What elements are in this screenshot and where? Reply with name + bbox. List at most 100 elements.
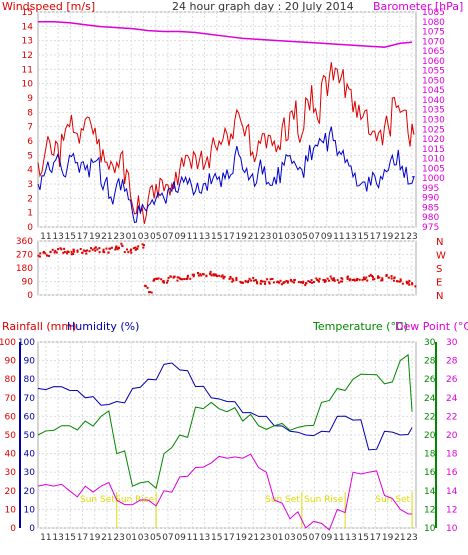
scatter-point bbox=[163, 282, 165, 284]
scatter-point bbox=[346, 276, 348, 278]
tick-x: 17 bbox=[77, 533, 88, 543]
tick-right: 1035 bbox=[422, 106, 445, 116]
scatter-point bbox=[151, 292, 153, 294]
scatter-point bbox=[381, 277, 383, 279]
scatter-point bbox=[338, 282, 340, 284]
scatter-point bbox=[235, 279, 237, 281]
scatter-point bbox=[232, 278, 234, 280]
tick-x: 07 bbox=[309, 533, 320, 543]
scatter-point bbox=[71, 251, 73, 253]
title-barometer: Barometer [hPa] bbox=[373, 0, 463, 13]
tick-temp: 24 bbox=[424, 394, 436, 404]
tick-left: 1 bbox=[27, 209, 33, 219]
scatter-point bbox=[76, 249, 78, 251]
scatter-point bbox=[42, 252, 44, 254]
scatter-point bbox=[282, 282, 284, 284]
tick-right: 1040 bbox=[422, 96, 445, 106]
scatter-point bbox=[245, 281, 247, 283]
scatter-point bbox=[107, 252, 109, 254]
tick-x: 19 bbox=[235, 533, 247, 543]
chart-title: 24 hour graph day : 20 July 2014 bbox=[172, 0, 354, 13]
scatter-point bbox=[356, 278, 358, 280]
scatter-point bbox=[134, 247, 136, 249]
scatter-point bbox=[293, 281, 295, 283]
tick-rain: 40 bbox=[5, 450, 17, 460]
scatter-point bbox=[103, 249, 105, 251]
scatter-point bbox=[89, 250, 91, 252]
scatter-point bbox=[197, 272, 199, 274]
scatter-point bbox=[117, 248, 119, 250]
title-windspeed: Windspeed [m/s] bbox=[2, 0, 95, 13]
scatter-point bbox=[388, 277, 390, 279]
scatter-point bbox=[127, 251, 129, 253]
scatter-point bbox=[114, 249, 116, 251]
tick-right: 990 bbox=[422, 194, 439, 204]
tick-dew: 28 bbox=[446, 357, 458, 367]
scatter-point bbox=[400, 280, 402, 282]
scatter-point bbox=[120, 243, 122, 245]
scatter-point bbox=[48, 255, 50, 257]
tick-temp: 10 bbox=[424, 524, 436, 534]
scatter-point bbox=[105, 248, 107, 250]
scatter-point bbox=[311, 279, 313, 281]
tick-left: 90 bbox=[22, 278, 34, 288]
scatter-point bbox=[235, 277, 237, 279]
scatter-point bbox=[92, 249, 94, 251]
line-gust bbox=[38, 62, 414, 224]
tick-x: 21 bbox=[101, 533, 112, 543]
tick-rain: 70 bbox=[5, 394, 17, 404]
tick-rain: 50 bbox=[5, 431, 17, 441]
scatter-point bbox=[242, 282, 244, 284]
scatter-point bbox=[333, 277, 335, 279]
tick-left: 0 bbox=[27, 291, 33, 301]
tick-right: 1065 bbox=[422, 47, 445, 57]
sun-text: Sun Rise bbox=[304, 495, 343, 505]
sun-text: Sun Set bbox=[80, 495, 115, 505]
scatter-point bbox=[411, 283, 413, 285]
scatter-point bbox=[380, 279, 382, 281]
scatter-point bbox=[391, 275, 393, 277]
tick-right: 1075 bbox=[422, 28, 445, 38]
scatter-point bbox=[37, 255, 39, 257]
tick-x: 01 bbox=[272, 533, 283, 543]
scatter-point bbox=[239, 281, 241, 283]
scatter-point bbox=[148, 291, 150, 293]
tick-hum: 90 bbox=[24, 357, 36, 367]
scatter-point bbox=[353, 279, 355, 281]
scatter-point bbox=[144, 285, 146, 287]
line-dew-point bbox=[38, 454, 412, 530]
scatter-point bbox=[213, 273, 215, 275]
tick-left: 10 bbox=[22, 80, 34, 90]
scatter-point bbox=[50, 251, 52, 253]
tick-temp: 20 bbox=[424, 431, 436, 441]
scatter-point bbox=[130, 252, 132, 254]
tick-right: 1005 bbox=[422, 164, 445, 174]
tick-dew: 30 bbox=[446, 338, 458, 348]
scatter-point bbox=[305, 282, 307, 284]
tick-rain: 0 bbox=[10, 524, 16, 534]
tick-left: 270 bbox=[16, 251, 33, 261]
scatter-point bbox=[266, 278, 268, 280]
scatter-point bbox=[136, 248, 138, 250]
scatter-point bbox=[294, 279, 296, 281]
scatter-point bbox=[264, 283, 266, 285]
tick-hum: 20 bbox=[24, 487, 36, 497]
tick-x: 13 bbox=[199, 533, 210, 543]
scatter-point bbox=[373, 278, 375, 280]
scatter-point bbox=[362, 279, 364, 281]
scatter-point bbox=[64, 251, 66, 253]
tick-rain: 60 bbox=[5, 412, 17, 422]
tick-left: 9 bbox=[27, 94, 33, 104]
tick-left: 2 bbox=[27, 194, 33, 204]
scatter-point bbox=[262, 280, 264, 282]
tick-temp: 28 bbox=[424, 357, 436, 367]
tick-temp: 30 bbox=[424, 338, 436, 348]
tick-temp: 22 bbox=[424, 412, 435, 422]
scatter-point bbox=[192, 274, 194, 276]
scatter-point bbox=[270, 278, 272, 280]
scatter-point bbox=[82, 252, 84, 254]
top-panel: 0123456789101112131415975980985990995100… bbox=[22, 8, 446, 242]
tick-dew: 22 bbox=[446, 412, 457, 422]
tick-right: N bbox=[436, 291, 443, 302]
scatter-point bbox=[189, 278, 191, 280]
